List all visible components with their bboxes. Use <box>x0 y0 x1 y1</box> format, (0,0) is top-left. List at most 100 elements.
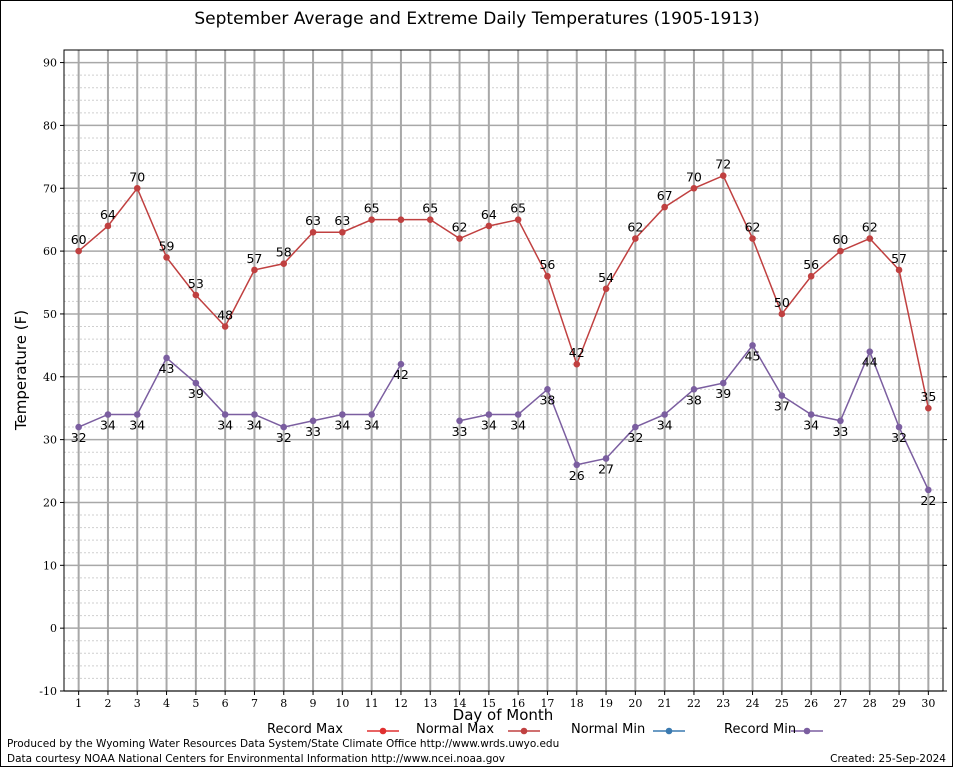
record-min-data-label: 26 <box>569 468 585 483</box>
record-min-data-label: 32 <box>71 430 87 445</box>
series: 60 64 70 59 53 48 57 58 63 63 65 65 62 64 65 56 42 54 62 67… <box>71 157 937 508</box>
x-tick-label: 25 <box>775 697 789 710</box>
record-min-point <box>251 411 258 418</box>
y-tick-label: 70 <box>43 182 57 195</box>
normal-max-data-label: 56 <box>803 257 819 272</box>
plot-border <box>63 49 944 692</box>
record-min-point <box>163 354 170 362</box>
record-min-data-label: 27 <box>598 461 614 476</box>
record-min-point <box>661 411 668 418</box>
x-tick-label: 10 <box>335 697 349 710</box>
normal-max-data-label: 58 <box>276 245 292 260</box>
normal-max-point <box>397 216 405 223</box>
record-min-point <box>719 379 727 387</box>
normal-max-point <box>251 266 258 274</box>
record-min-point <box>192 379 200 387</box>
normal-max-point <box>280 260 288 267</box>
record-min-point <box>75 423 82 431</box>
x-tick-label: 30 <box>921 697 935 710</box>
record-min-point <box>280 423 288 431</box>
y-tick-label: 40 <box>43 371 57 384</box>
normal-max-point <box>866 235 874 242</box>
x-tick-label: 8 <box>280 697 287 710</box>
record-min-point <box>778 392 786 399</box>
y-tick-label: 50 <box>43 308 57 321</box>
normal-max-data-label: 64 <box>100 207 116 222</box>
normal-max-point <box>309 228 317 236</box>
normal-max-data-label: 64 <box>481 207 497 222</box>
x-tick-label: 23 <box>716 697 730 710</box>
normal-max-data-label: 42 <box>569 345 585 360</box>
record-min-point <box>133 411 141 418</box>
record-min-data-label: 34 <box>246 417 262 432</box>
x-tick-label: 20 <box>628 697 642 710</box>
normal-max-point <box>368 216 375 223</box>
legend <box>367 727 823 735</box>
record-min-point <box>339 411 346 418</box>
legend-label-normal-min: Normal Min <box>571 722 646 737</box>
normal-max-point <box>632 235 639 242</box>
normal-max-point <box>192 291 200 299</box>
normal-max-point <box>661 203 668 211</box>
normal-max-data-label: 70 <box>129 169 145 184</box>
record-min-data-label: 39 <box>188 386 204 401</box>
x-tick-label: 12 <box>394 697 408 710</box>
record-min-data-label: 34 <box>481 417 497 432</box>
normal-max-point <box>163 254 170 261</box>
record-min-point <box>309 417 317 425</box>
normal-max-point <box>749 235 756 242</box>
legend-label-record-min: Record Min <box>724 722 797 737</box>
record-min-data-label: 43 <box>159 361 175 376</box>
record-min-data-label: 38 <box>539 392 555 407</box>
record-min-point <box>749 342 756 349</box>
record-min-data-label: 22 <box>920 493 936 508</box>
record-min-data-label: 33 <box>832 424 848 439</box>
normal-max-point <box>514 216 522 223</box>
x-tick-label: 5 <box>192 697 199 710</box>
legend-label-normal-max: Normal Max <box>416 722 495 737</box>
x-tick-label: 16 <box>511 697 525 710</box>
record-min-point <box>368 411 375 418</box>
y-axis-label: Temperature (F) <box>12 309 30 431</box>
normal-max-point <box>339 228 346 236</box>
x-tick-label: 14 <box>453 697 467 710</box>
x-tick-label: 13 <box>423 697 437 710</box>
normal-max-point <box>133 184 141 192</box>
x-tick-label: 1 <box>75 697 82 710</box>
record-min-point <box>602 455 610 462</box>
record-min-point <box>397 360 405 368</box>
normal-max-point <box>602 285 610 293</box>
credit-line-1: Produced by the Wyoming Water Resources … <box>7 738 560 750</box>
credit-line-2: Data courtesy NOAA National Centers for … <box>7 753 506 765</box>
normal-max-data-label: 53 <box>188 276 204 291</box>
x-tick-label: 6 <box>222 697 229 710</box>
record-min-data-label: 34 <box>100 417 116 432</box>
normal-max-point <box>778 310 786 318</box>
record-min-point <box>895 423 903 431</box>
record-min-data-label: 32 <box>627 430 643 445</box>
created-date: Created: 25-Sep-2024 <box>830 753 946 765</box>
legend-marker-normal-min <box>665 727 673 735</box>
normal-max-point <box>426 216 434 223</box>
record-min-data-label: 44 <box>862 355 878 370</box>
record-min-point <box>632 423 639 431</box>
record-min-data-label: 34 <box>217 417 233 432</box>
record-min-point <box>690 386 698 393</box>
legend-label-record-max: Record Max <box>267 722 343 737</box>
normal-max-data-label: 62 <box>745 220 761 235</box>
legend-marker-normal-max <box>520 727 528 735</box>
record-min-point <box>104 411 112 418</box>
record-min-point <box>485 411 493 418</box>
x-tick-label: 18 <box>570 697 584 710</box>
x-tick-label: 7 <box>251 697 258 710</box>
grid <box>64 49 943 692</box>
x-tick-label: 11 <box>365 697 379 710</box>
normal-max-point <box>456 235 463 242</box>
legend-marker-record-min <box>803 727 811 735</box>
x-tick-label: 15 <box>482 697 496 710</box>
normal-max-point <box>690 184 698 192</box>
record-min-data-label: 34 <box>803 417 819 432</box>
normal-max-point <box>573 360 581 368</box>
normal-max-data-label: 62 <box>452 220 468 235</box>
record-min-data-label: 37 <box>774 399 790 414</box>
